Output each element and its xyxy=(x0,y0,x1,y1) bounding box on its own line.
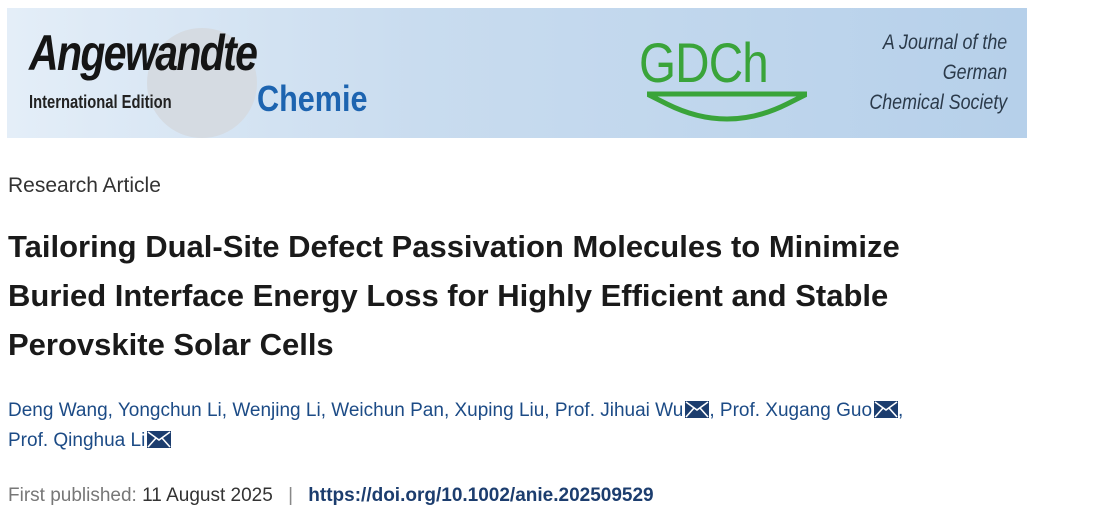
separator: | xyxy=(288,485,293,506)
author-link[interactable]: Prof. Jihuai Wu xyxy=(554,400,684,421)
mail-icon[interactable] xyxy=(874,398,899,418)
author-link[interactable]: Prof. Xugang Guo xyxy=(719,400,873,421)
title-line: Tailoring Dual-Site Defect Passivation M… xyxy=(8,229,900,264)
author-link[interactable]: Weichun Pan xyxy=(331,400,444,421)
journal-name: Angewandte xyxy=(29,25,258,81)
logo-circle xyxy=(147,28,257,138)
society-text: A Journal of the German Chemical Society xyxy=(869,28,1007,118)
author-link[interactable]: Prof. Qinghua Li xyxy=(8,430,146,451)
author-link[interactable]: Deng Wang xyxy=(8,400,108,421)
journal-subname: Chemie xyxy=(257,78,368,119)
first-published-label: First published: xyxy=(8,485,137,506)
journal-edition: International Edition xyxy=(29,92,172,112)
gdch-bowl-icon xyxy=(647,91,807,122)
article-title: Tailoring Dual-Site Defect Passivation M… xyxy=(8,222,1098,369)
first-published-date: 11 August 2025 xyxy=(142,485,273,506)
author-link[interactable]: Yongchun Li xyxy=(117,400,222,421)
society-line: German xyxy=(942,61,1007,84)
mail-icon[interactable] xyxy=(147,428,172,448)
society-line: A Journal of the xyxy=(882,31,1007,54)
title-line: Perovskite Solar Cells xyxy=(8,327,334,362)
journal-banner[interactable]: Angewandte International Edition Chemie … xyxy=(7,8,1027,138)
publication-info: First published: 11 August 2025 | https:… xyxy=(8,485,654,507)
gdch-logo: GDCh xyxy=(639,31,769,94)
author-list: Deng Wang, Yongchun Li, Wenjing Li, Weic… xyxy=(8,398,904,451)
author-link[interactable]: Wenjing Li xyxy=(232,400,321,421)
doi-link[interactable]: https://doi.org/10.1002/anie.202509529 xyxy=(308,485,654,506)
mail-icon[interactable] xyxy=(685,398,710,418)
title-line: Buried Interface Energy Loss for Highly … xyxy=(8,278,889,313)
article-type: Research Article xyxy=(8,174,161,197)
society-line: Chemical Society xyxy=(869,91,1007,114)
author-link[interactable]: Xuping Liu xyxy=(454,400,545,421)
